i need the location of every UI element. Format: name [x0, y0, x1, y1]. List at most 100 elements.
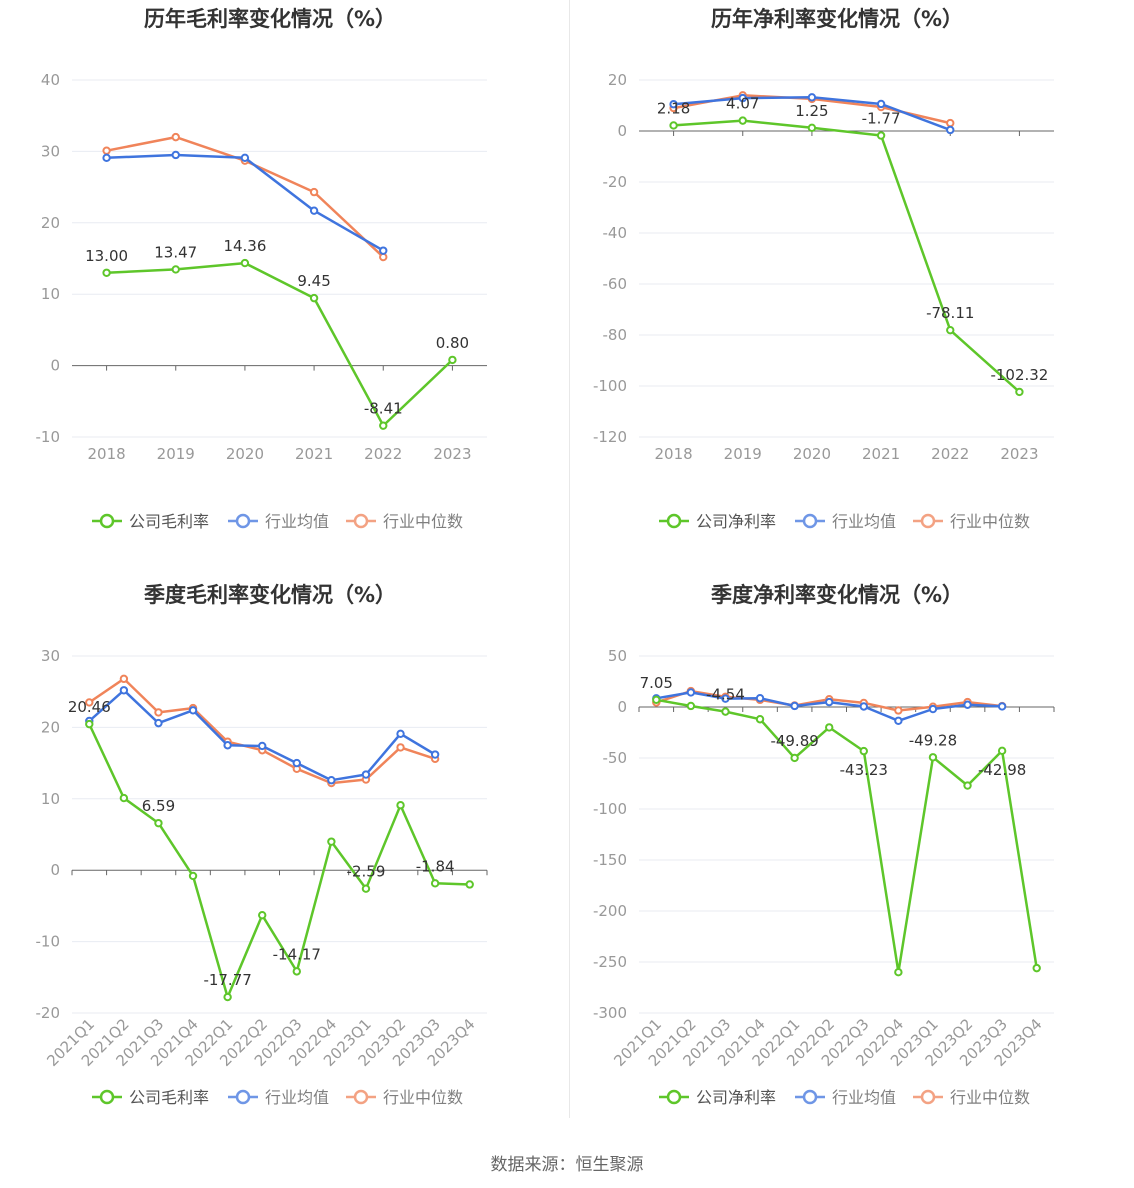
industry-avg-point — [379, 246, 388, 255]
industry-median-point — [309, 187, 319, 197]
chart-title: 历年净利率变化情况（%） — [711, 7, 963, 31]
x-tick-label: 2019 — [724, 445, 762, 463]
company-point — [1032, 963, 1041, 973]
y-tick-label: 0 — [50, 357, 60, 375]
company-line — [656, 698, 1038, 974]
company-point — [188, 871, 198, 881]
data-label: -42.98 — [978, 761, 1026, 779]
y-tick-label: 0 — [617, 122, 627, 140]
data-label: -1.84 — [416, 857, 455, 875]
data-label: 1.25 — [795, 102, 828, 120]
y-tick-label: -100 — [593, 800, 627, 818]
y-tick-label: -200 — [593, 902, 627, 920]
y-tick-label: 20 — [41, 214, 60, 232]
industry-avg-point — [738, 93, 747, 103]
legend-label: 行业均值 — [265, 1088, 329, 1107]
vertical-divider — [569, 0, 570, 1118]
legend-label: 公司毛利率 — [129, 512, 209, 531]
legend-item-company: 公司毛利率 — [92, 512, 209, 531]
quarterly-gross-margin-chart: 季度毛利率变化情况（%） -20 -10 0 10 20 30 2021Q1 2021Q2 202… — [0, 576, 567, 1151]
data-label: 4.07 — [726, 95, 759, 113]
industry-avg-point — [755, 694, 765, 703]
legend-marker — [802, 1089, 818, 1105]
industry-avg-point — [686, 688, 696, 697]
industry-avg-point — [327, 776, 336, 785]
industry-avg-point — [430, 750, 440, 759]
data-label: 7.05 — [640, 674, 673, 692]
company-line — [673, 119, 1021, 393]
company-point — [258, 910, 267, 920]
y-tick-label: 0 — [617, 698, 627, 716]
y-tick-label: -10 — [36, 933, 61, 951]
y-tick-label: -300 — [593, 1004, 627, 1022]
legend-label: 公司净利率 — [696, 512, 776, 531]
company-point — [430, 879, 440, 888]
data-label: -49.28 — [909, 731, 957, 749]
legend-label: 行业均值 — [832, 1088, 896, 1107]
data-source-note: 数据来源：恒生聚源 — [490, 1155, 644, 1175]
data-label: 13.47 — [154, 243, 197, 261]
data-label: 0.80 — [436, 334, 469, 352]
industry-avg-point — [102, 153, 111, 163]
legend-marker — [99, 1089, 115, 1105]
industry-median-point — [102, 146, 111, 155]
company-point — [652, 695, 661, 705]
industry-median-line — [88, 677, 436, 785]
legend-label: 行业均值 — [265, 512, 329, 531]
company-point — [928, 753, 938, 762]
industry-avg-point — [963, 700, 972, 709]
y-tick-label: -150 — [593, 851, 627, 869]
chart-svg: 季度毛利率变化情况（%）-20-1001020302021Q12021Q2202… — [36, 583, 488, 1107]
y-tick-label: 50 — [608, 647, 627, 665]
chart-svg: 季度净利率变化情况（%）-300-250-200-150-100-5005020… — [593, 583, 1055, 1107]
chart-title: 季度净利率变化情况（%） — [711, 583, 963, 607]
industry-avg-point — [188, 706, 198, 715]
legend-label: 公司净利率 — [696, 1088, 776, 1107]
data-label: -1.77 — [862, 110, 901, 128]
legend-item-company: 公司净利率 — [659, 1088, 776, 1107]
x-tick-label: 2020 — [226, 445, 264, 463]
company-point — [669, 121, 678, 130]
company-point — [119, 793, 129, 803]
legend-marker — [666, 513, 682, 529]
x-tick-label: 2019 — [157, 445, 195, 463]
industry-avg-point — [825, 697, 834, 707]
legend-marker — [235, 513, 251, 529]
y-tick-label: -120 — [593, 428, 627, 446]
company-point — [825, 723, 834, 732]
legend-item-industry-avg: 行业均值 — [795, 1088, 896, 1107]
legend-label: 行业均值 — [832, 512, 896, 531]
industry-median-point — [396, 743, 405, 752]
legend-item-industry-median: 行业中位数 — [346, 512, 463, 531]
legend-marker — [920, 1089, 936, 1105]
y-tick-label: 10 — [41, 790, 60, 808]
y-tick-label: 30 — [41, 142, 60, 160]
x-tick-label: 2021 — [862, 445, 900, 463]
y-tick-label: -60 — [603, 275, 628, 293]
x-tick-label: 2018 — [87, 445, 125, 463]
y-tick-label: -10 — [36, 428, 61, 446]
legend-item-company: 公司净利率 — [659, 512, 776, 531]
company-point — [379, 421, 388, 430]
legend-item-industry-median: 行业中位数 — [346, 1088, 463, 1107]
x-tick-label: 2021 — [295, 445, 333, 463]
data-label: 13.00 — [85, 247, 128, 265]
company-point — [240, 258, 250, 268]
industry-avg-point — [997, 702, 1007, 711]
y-tick-label: 20 — [608, 71, 627, 89]
company-point — [154, 818, 163, 828]
data-label: -17.77 — [203, 971, 251, 989]
company-point — [292, 967, 301, 976]
company-point — [327, 837, 336, 846]
industry-median-point — [946, 118, 955, 128]
industry-avg-point — [258, 741, 267, 751]
data-label: -4.54 — [706, 686, 745, 704]
legend-marker — [666, 1089, 682, 1105]
x-tick-label: 2022 — [931, 445, 969, 463]
legend-marker — [802, 513, 818, 529]
industry-avg-line — [88, 689, 436, 782]
y-tick-label: -50 — [603, 749, 628, 767]
industry-avg-point — [894, 716, 903, 725]
industry-avg-point — [669, 100, 678, 109]
x-tick-label: 2018 — [654, 445, 692, 463]
